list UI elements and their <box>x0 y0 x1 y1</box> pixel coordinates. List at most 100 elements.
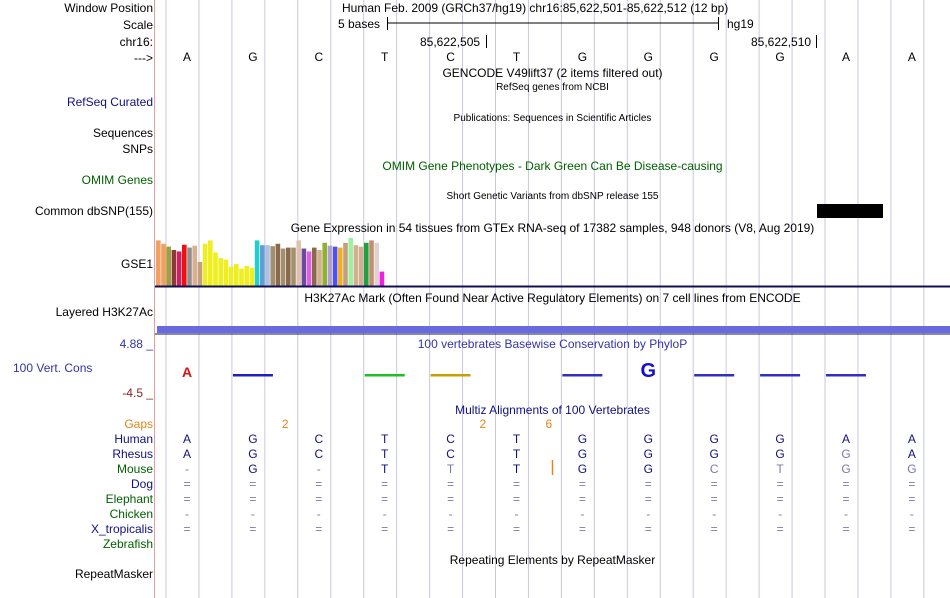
gtex-tissue-bar <box>182 244 187 286</box>
alignment-base: - <box>185 462 189 476</box>
alignment-base: C <box>709 462 719 476</box>
alignment-base: G <box>577 432 588 446</box>
alignment-base: = <box>908 492 916 506</box>
gtex-tissue-bar <box>187 247 192 286</box>
alignment-base: = <box>842 492 850 506</box>
gtex-track-title[interactable]: Gene Expression in 54 tissues from GTEx … <box>290 221 815 235</box>
publications-track-title[interactable]: Publications: Sequences in Scientific Ar… <box>453 113 652 124</box>
alignment-base: = <box>447 492 455 506</box>
alignment-base: G <box>841 462 851 476</box>
alignment-base: = <box>776 522 784 536</box>
gtex-tissue-bar <box>379 271 385 286</box>
dbsnp-track-title[interactable]: Short Genetic Variants from dbSNP releas… <box>446 191 659 202</box>
gtex-tissue-bar <box>265 245 270 286</box>
gtex-tissue-bar <box>343 242 348 286</box>
species-label[interactable]: Rhesus <box>112 447 153 461</box>
alignment-base: = <box>578 492 586 506</box>
phylop-logo-base: A <box>182 364 192 380</box>
alignment-base: T <box>446 462 455 476</box>
gtex-tissue-bar <box>166 246 171 286</box>
gtex-tissue-bar <box>223 259 229 286</box>
alignment-base: = <box>644 492 652 506</box>
alignment-base: G <box>577 462 588 476</box>
alignment-base: C <box>314 447 324 461</box>
gencode-track-title[interactable]: GENCODE V49lift37 (2 items filtered out) <box>442 66 663 80</box>
gtex-tissue-bar <box>254 240 260 286</box>
alignment-base: = <box>578 477 586 491</box>
species-label[interactable]: X_tropicalis <box>90 522 153 536</box>
reference-base: G <box>643 50 653 64</box>
alignment-base: T <box>776 462 784 476</box>
alignment-base: G <box>709 432 719 446</box>
gtex-tissue-bar <box>358 246 364 286</box>
sequences-track-label[interactable]: Sequences <box>92 126 153 140</box>
alignment-base: = <box>183 492 191 506</box>
alignment-base: = <box>183 522 191 536</box>
gtex-tissue-bar <box>244 265 249 286</box>
alignment-base: = <box>381 477 389 491</box>
gtex-tissue-bar <box>213 252 218 286</box>
alignment-base: = <box>908 522 916 536</box>
h3k27ac-track-label[interactable]: Layered H3K27Ac <box>55 305 153 319</box>
phylop-logo-sliver <box>694 374 735 377</box>
alignment-base: G <box>775 432 785 446</box>
h3k27ac-track-title[interactable]: H3K27Ac Mark (Often Found Near Active Re… <box>304 291 801 305</box>
alignment-base: = <box>447 477 455 491</box>
gtex-tissue-bar <box>353 245 359 286</box>
alignment-base: = <box>842 477 850 491</box>
reference-base: A <box>182 50 191 64</box>
alignment-base: C <box>446 432 455 446</box>
reference-base: C <box>314 50 324 64</box>
alignment-base: = <box>644 477 652 491</box>
multiz-track-title[interactable]: Multiz Alignments of 100 Vertebrates <box>455 403 650 417</box>
gtex-tissue-bar <box>286 247 291 286</box>
alignment-base: = <box>249 492 257 506</box>
gtex-tissue-bar <box>374 242 379 286</box>
gtex-tissue-bar <box>192 245 197 286</box>
alignment-base: = <box>776 492 784 506</box>
snps-track-label[interactable]: SNPs <box>122 142 153 156</box>
repeatmasker-track-label[interactable]: RepeatMasker <box>74 567 153 581</box>
refseq-track-label[interactable]: RefSeq Curated <box>66 95 153 109</box>
species-label[interactable]: Elephant <box>105 492 153 506</box>
gtex-tissue-bar <box>306 251 312 286</box>
alignment-base: = <box>710 477 718 491</box>
scale-label: Scale <box>122 18 153 32</box>
gap-count: 2 <box>281 417 289 431</box>
gtex-tissue-bar <box>301 248 307 286</box>
gtex-tissue-bar <box>176 251 182 286</box>
alignment-base: A <box>841 432 850 446</box>
alignment-base: - <box>514 507 519 521</box>
species-label[interactable]: Chicken <box>109 507 153 521</box>
alignment-base: T <box>512 432 521 446</box>
repeatmasker-track-title[interactable]: Repeating Elements by RepeatMasker <box>449 553 656 567</box>
alignment-base: - <box>778 507 783 521</box>
chrom-label: chr16: <box>119 35 153 49</box>
alignment-base: = <box>315 477 323 491</box>
phylop-track-label[interactable]: 100 Vert. Cons <box>13 361 93 375</box>
alignment-base: A <box>182 447 191 461</box>
alignment-base: A <box>907 447 916 461</box>
species-label[interactable]: Dog <box>130 477 153 491</box>
alignment-base: = <box>315 492 323 506</box>
gtex-tissue-bar <box>270 246 275 286</box>
species-label[interactable]: Zebrafish <box>102 537 153 551</box>
alignment-base: G <box>248 462 258 476</box>
species-label[interactable]: Human <box>114 432 153 446</box>
alignment-base: = <box>578 522 586 536</box>
gse1-track-label[interactable]: GSE1 <box>120 257 153 271</box>
gtex-tissue-bar <box>249 267 255 286</box>
omim-track-title[interactable]: OMIM Gene Phenotypes - Dark Green Can Be… <box>382 159 723 173</box>
refseq-track-subtitle[interactable]: RefSeq genes from NCBI <box>496 82 609 93</box>
gtex-tissue-bar <box>197 262 203 286</box>
alignment-base: = <box>710 522 718 536</box>
omim-track-label[interactable]: OMIM Genes <box>81 173 153 187</box>
alignment-base: = <box>710 492 718 506</box>
alignment-base: C <box>314 432 324 446</box>
phylop-track-title[interactable]: 100 vertebrates Basewise Conservation by… <box>417 337 688 351</box>
reference-base: G <box>709 50 719 64</box>
alignment-base: = <box>381 492 389 506</box>
gap-count: 2 <box>479 417 487 431</box>
dbsnp-track-label[interactable]: Common dbSNP(155) <box>34 204 153 218</box>
species-label[interactable]: Mouse <box>116 462 153 476</box>
